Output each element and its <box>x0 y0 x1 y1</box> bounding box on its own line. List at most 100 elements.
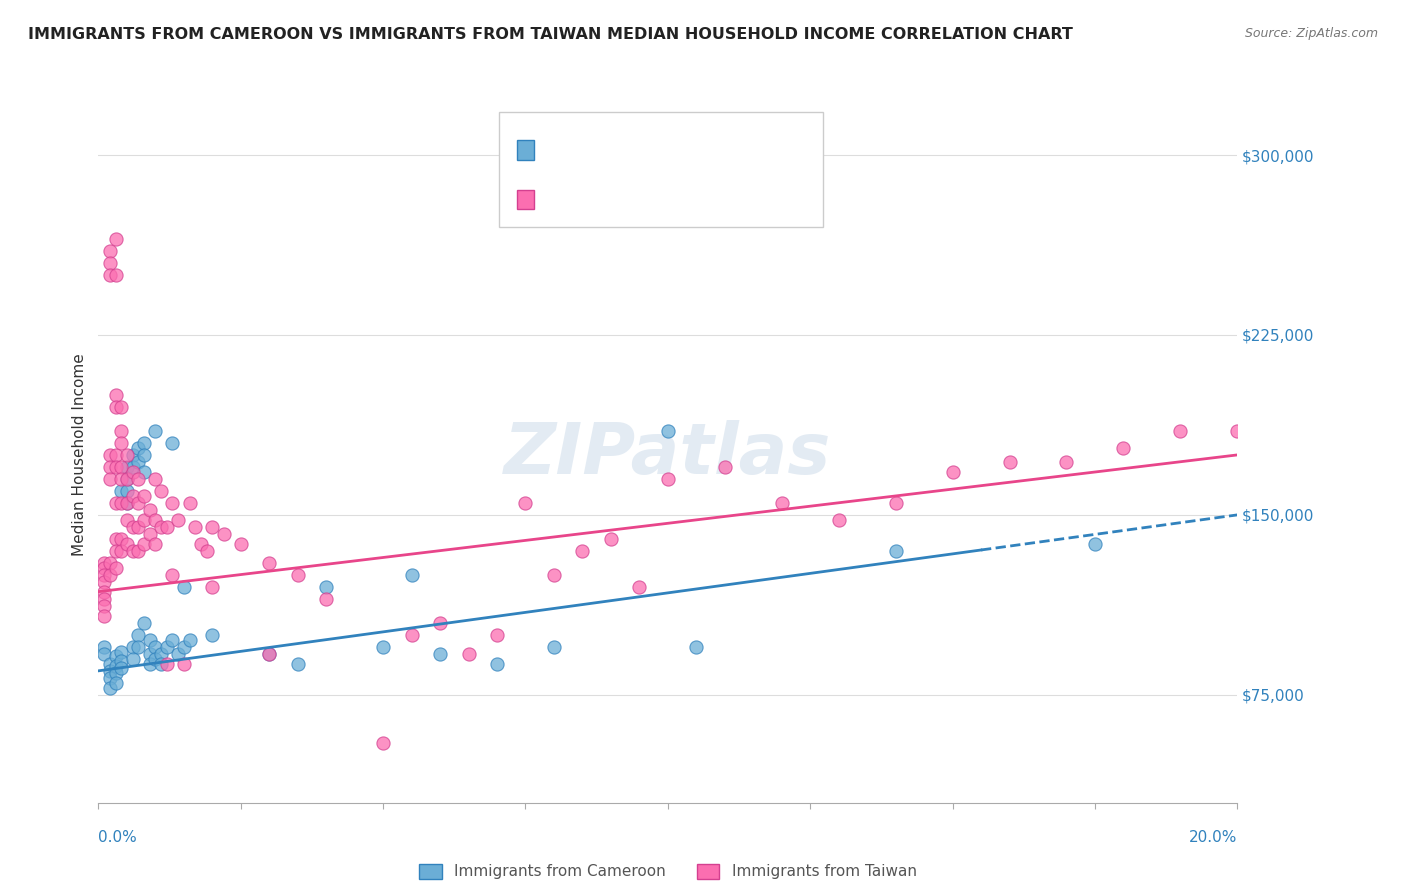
Point <box>1112 441 1135 455</box>
Point <box>628 580 651 594</box>
Point <box>167 647 190 661</box>
Point <box>259 647 281 661</box>
Point <box>127 544 149 558</box>
Text: Source: ZipAtlas.com: Source: ZipAtlas.com <box>1244 27 1378 40</box>
Point <box>150 483 173 498</box>
Point <box>110 544 132 558</box>
Point <box>98 472 121 486</box>
Point <box>104 232 127 246</box>
Point <box>93 584 115 599</box>
Point <box>110 654 132 668</box>
Point <box>884 496 907 510</box>
Point <box>104 496 127 510</box>
Point <box>212 527 235 541</box>
Point <box>121 448 143 462</box>
Point <box>121 640 143 654</box>
Point <box>132 489 155 503</box>
Point <box>162 436 184 450</box>
Point <box>229 537 252 551</box>
Point <box>201 520 224 534</box>
Point <box>132 537 155 551</box>
Point <box>121 520 143 534</box>
Point <box>179 496 201 510</box>
Point <box>1226 424 1249 438</box>
Text: ZIPatlas: ZIPatlas <box>505 420 831 490</box>
Text: 20.0%: 20.0% <box>1189 830 1237 845</box>
Legend: Immigrants from Cameroon, Immigrants from Taiwan: Immigrants from Cameroon, Immigrants fro… <box>413 857 922 886</box>
Point <box>190 537 212 551</box>
Point <box>115 496 138 510</box>
Point <box>287 567 309 582</box>
Point <box>127 496 149 510</box>
Text: IMMIGRANTS FROM CAMEROON VS IMMIGRANTS FROM TAIWAN MEDIAN HOUSEHOLD INCOME CORRE: IMMIGRANTS FROM CAMEROON VS IMMIGRANTS F… <box>28 27 1073 42</box>
Point <box>657 424 679 438</box>
Point <box>162 632 184 647</box>
Point <box>121 459 143 474</box>
Point <box>401 567 423 582</box>
Point <box>138 527 160 541</box>
Point <box>98 681 121 695</box>
Point <box>93 567 115 582</box>
Point <box>127 520 149 534</box>
Point <box>173 657 195 671</box>
Point <box>373 736 395 750</box>
Point <box>110 661 132 675</box>
Text: N =  96: N = 96 <box>696 192 759 207</box>
Point <box>486 628 509 642</box>
Point <box>98 448 121 462</box>
Point <box>121 544 143 558</box>
Point <box>173 640 195 654</box>
Point <box>110 532 132 546</box>
Point <box>145 537 167 551</box>
Point <box>115 483 138 498</box>
Point <box>515 496 537 510</box>
Point <box>150 520 173 534</box>
Point <box>104 532 127 546</box>
Point <box>110 645 132 659</box>
Point <box>145 640 167 654</box>
Point <box>98 657 121 671</box>
Point <box>115 537 138 551</box>
Point <box>110 472 132 486</box>
Point <box>195 544 218 558</box>
Point <box>998 455 1021 469</box>
Point <box>93 608 115 623</box>
Point <box>98 567 121 582</box>
Point <box>150 647 173 661</box>
Point <box>110 400 132 414</box>
Point <box>115 472 138 486</box>
Point <box>98 459 121 474</box>
Text: R =  0.158: R = 0.158 <box>543 192 624 207</box>
Point <box>1084 537 1107 551</box>
Point <box>179 632 201 647</box>
Point <box>145 513 167 527</box>
Point <box>121 465 143 479</box>
Point <box>145 472 167 486</box>
Point <box>156 520 179 534</box>
Point <box>150 657 173 671</box>
Point <box>714 459 737 474</box>
Point <box>104 459 127 474</box>
Point <box>93 647 115 661</box>
Point <box>373 640 395 654</box>
Point <box>543 567 565 582</box>
Point <box>685 640 707 654</box>
Point <box>93 556 115 570</box>
Point <box>138 632 160 647</box>
Point <box>121 652 143 666</box>
Point <box>138 647 160 661</box>
Point <box>110 496 132 510</box>
Point <box>145 424 167 438</box>
Point <box>201 580 224 594</box>
Point <box>1170 424 1192 438</box>
Point <box>127 472 149 486</box>
Point <box>138 657 160 671</box>
Point <box>104 268 127 282</box>
Point <box>162 496 184 510</box>
Point <box>127 628 149 642</box>
Point <box>315 591 337 606</box>
Point <box>401 628 423 642</box>
Point <box>115 448 138 462</box>
Point <box>259 647 281 661</box>
Point <box>115 513 138 527</box>
